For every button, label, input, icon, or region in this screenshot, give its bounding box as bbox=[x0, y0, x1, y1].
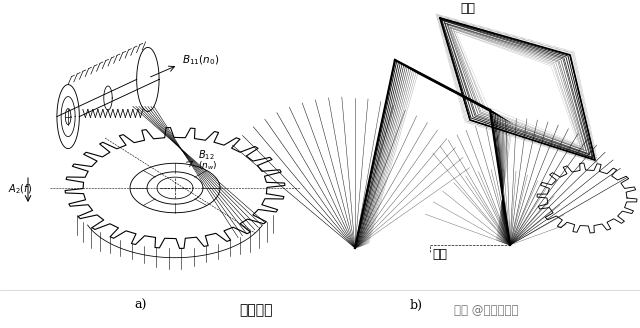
Text: 工件: 工件 bbox=[432, 248, 447, 261]
Text: a): a) bbox=[134, 298, 147, 312]
Text: $A_2(f)$: $A_2(f)$ bbox=[8, 182, 32, 196]
Text: 滚齿原理: 滚齿原理 bbox=[239, 303, 273, 317]
Text: 头条 @机加工频道: 头条 @机加工频道 bbox=[454, 303, 518, 317]
Text: $(n_w)$: $(n_w)$ bbox=[198, 159, 218, 172]
Text: b): b) bbox=[410, 298, 422, 312]
Text: $B_{12}$: $B_{12}$ bbox=[198, 148, 214, 162]
Text: $B_{11}(n_0)$: $B_{11}(n_0)$ bbox=[182, 53, 220, 67]
Text: 刀具: 刀具 bbox=[461, 2, 476, 15]
